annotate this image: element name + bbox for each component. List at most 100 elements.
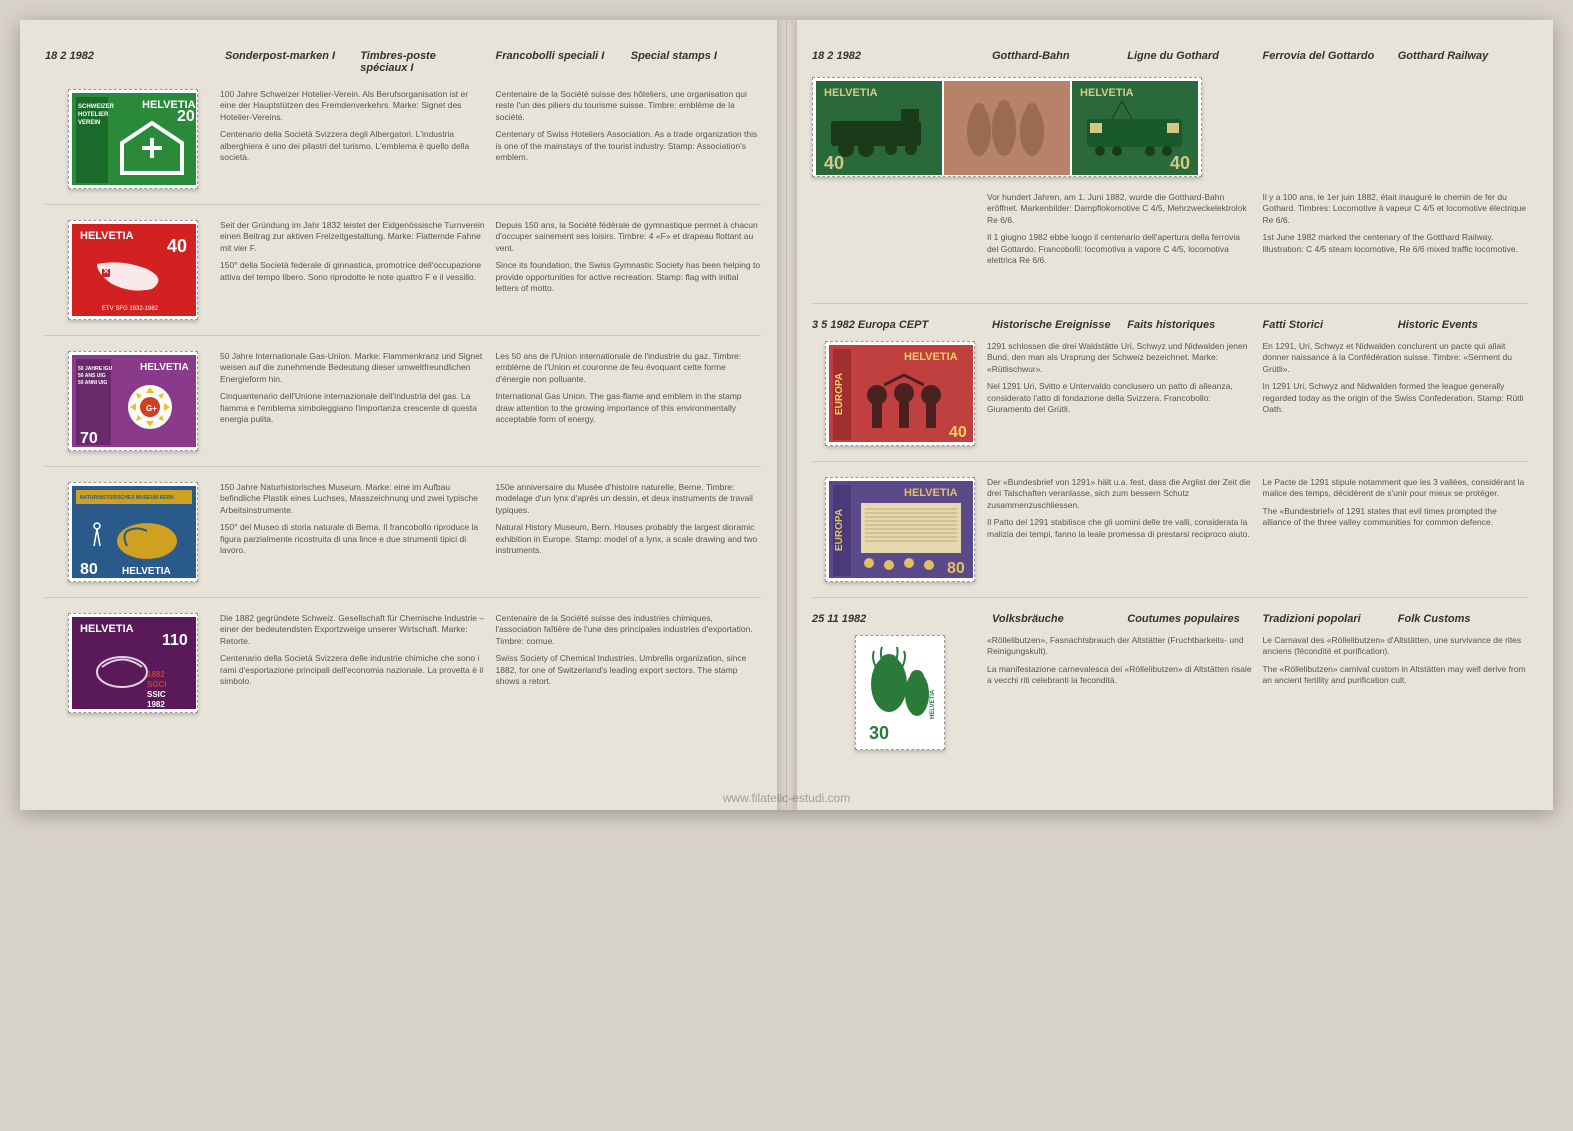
text-col-1: 150 Jahre Naturhistorisches Museum. Mark… — [220, 482, 486, 582]
stamp-cell: 30 HELVETIA — [812, 635, 987, 750]
text: En 1291, Uri, Schwyz et Nidwalden conclu… — [1263, 341, 1529, 375]
text: Centenaire de la Société suisse des hôte… — [496, 89, 762, 123]
spacer — [812, 192, 987, 273]
cept-date: 3 5 1982 Europa CEPT — [812, 319, 987, 331]
text: Centenaire de la Société suisse des indu… — [496, 613, 762, 647]
stamp-museum-icon: NATURHISTORISCHES MUSEUM BERN 80 HELVETI… — [72, 486, 196, 578]
svg-text:HELVETIA: HELVETIA — [122, 566, 171, 577]
stamp-gotthard-triptych: HELVETIA 40 — [812, 77, 1202, 177]
svg-text:HELVETIA: HELVETIA — [904, 351, 958, 363]
text-col-2: Le Carnaval des «Röllelibutzen» d'Altstä… — [1263, 635, 1529, 750]
text: Natural History Museum, Bern. Houses pro… — [496, 522, 762, 556]
stamp-cell: HELVETIA 110 1882 SGCI SSIC 1982 — [45, 613, 220, 713]
stamp-cell: SCHWEIZER HOTELIER VEREIN HELVETIA 20 — [45, 89, 220, 189]
h: Volksbräuche — [987, 613, 1122, 625]
text-cols: 150 Jahre Naturhistorisches Museum. Mark… — [220, 482, 761, 582]
stamp-row-2: HELVETIA 40 ETV SFG 1832-1982 Seit der G… — [45, 220, 761, 336]
text-col-1: Vor hundert Jahren, am 1. Juni 1882, wur… — [987, 192, 1253, 273]
text-col-1: Die 1882 gegründete Schweiz. Gesellschaf… — [220, 613, 486, 713]
svg-text:1982: 1982 — [147, 700, 165, 709]
text: Depuis 150 ans, la Société fédérale de g… — [496, 220, 762, 254]
h: Historische Ereignisse — [987, 319, 1122, 331]
gotthard-relief-icon — [944, 81, 1070, 175]
text-col-2: Le Pacte de 1291 stipule notamment que l… — [1263, 477, 1529, 582]
svg-text:30: 30 — [869, 723, 889, 743]
svg-text:40: 40 — [167, 236, 187, 256]
text-cols: Die 1882 gegründete Schweiz. Gesellschaf… — [220, 613, 761, 713]
stamp-cell: EUROPA HELVETIA — [812, 477, 987, 582]
text: 1291 schlossen die drei Waldstätte Uri, … — [987, 341, 1253, 375]
h: Fatti Storici — [1258, 319, 1393, 331]
stamp-hotelier-icon: SCHWEIZER HOTELIER VEREIN HELVETIA 20 — [72, 93, 196, 185]
europa-row-2: EUROPA HELVETIA — [812, 477, 1528, 598]
h: Faits historiques — [1122, 319, 1257, 331]
svg-text:80: 80 — [947, 560, 965, 577]
stamp-gymnastic-icon: HELVETIA 40 ETV SFG 1832-1982 — [72, 224, 196, 316]
text-col-1: 50 Jahre Internationale Gas-Union. Marke… — [220, 351, 486, 451]
booklet-spine — [777, 20, 797, 810]
gotthard-steam-icon: HELVETIA 40 — [816, 81, 942, 175]
stamp-gymnastic: HELVETIA 40 ETV SFG 1832-1982 — [68, 220, 198, 320]
gotthard-stamp-cell: HELVETIA 40 — [812, 77, 1528, 177]
svg-text:G+: G+ — [146, 404, 157, 413]
text-cols: Vor hundert Jahren, am 1. Juni 1882, wur… — [987, 192, 1528, 273]
h: Historic Events — [1393, 319, 1528, 331]
left-page: 18 2 1982 Sonderpost-marken I Timbres-po… — [20, 20, 787, 810]
stamp-gas-icon: 50 JAHRE IGU 50 ANS UIG 50 ANNI UIG HELV… — [72, 355, 196, 447]
text-col-2: Les 50 ans de l'Union internationale de … — [496, 351, 762, 451]
stamp-row-3: 50 JAHRE IGU 50 ANS UIG 50 ANNI UIG HELV… — [45, 351, 761, 467]
text: Die 1882 gegründete Schweiz. Gesellschaf… — [220, 613, 486, 647]
right-page: 18 2 1982 Gotthard-Bahn Ligne du Gothard… — [787, 20, 1553, 810]
europa-row-1: EUROPA HELVETIA 40 1291 schlosse — [812, 341, 1528, 462]
text: International Gas Union. The gas-flame a… — [496, 391, 762, 425]
text: 150e anniversaire du Musée d'histoire na… — [496, 482, 762, 516]
svg-text:VEREIN: VEREIN — [78, 120, 100, 126]
svg-text:HELVETIA: HELVETIA — [930, 689, 936, 719]
cept-header: 3 5 1982 Europa CEPT Historische Ereigni… — [812, 319, 1528, 331]
stamp-ruetli: EUROPA HELVETIA 40 — [825, 341, 975, 446]
svg-text:NATURHISTORISCHES MUSEUM BERN: NATURHISTORISCHES MUSEUM BERN — [80, 495, 174, 501]
text: 150° del Museo di storia naturale di Ber… — [220, 522, 486, 556]
stamp-row-5: HELVETIA 110 1882 SGCI SSIC 1982 Die 188… — [45, 613, 761, 728]
svg-text:SGCI: SGCI — [147, 680, 167, 689]
svg-text:40: 40 — [1170, 153, 1190, 173]
text: Seit der Gründung im Jahr 1832 leistet d… — [220, 220, 486, 254]
text: «Röllelibutzen», Fasnachtsbrauch der Alt… — [987, 635, 1253, 658]
text: Centenario della Società Svizzera delle … — [220, 653, 486, 687]
text: Vor hundert Jahren, am 1. Juni 1882, wur… — [987, 192, 1253, 226]
svg-text:HOTELIER: HOTELIER — [78, 112, 109, 118]
svg-text:ETV SFG 1832-1982: ETV SFG 1832-1982 — [102, 306, 159, 312]
stamp-cell: HELVETIA 40 ETV SFG 1832-1982 — [45, 220, 220, 320]
stamp-folk-icon: 30 HELVETIA — [859, 639, 943, 746]
text: Centenario della Società Svizzera degli … — [220, 129, 486, 163]
svg-text:SSIC: SSIC — [147, 690, 166, 699]
left-h4: Special stamps I — [626, 50, 761, 74]
left-h2: Timbres-poste spéciaux I — [355, 50, 490, 74]
h: Tradizioni popolari — [1258, 613, 1393, 625]
text: Swiss Society of Chemical Industries. Um… — [496, 653, 762, 687]
folk-row: 30 HELVETIA «Röllelibutzen», Fasnachtsbr… — [812, 635, 1528, 765]
stamp-row-1: SCHWEIZER HOTELIER VEREIN HELVETIA 20 10… — [45, 89, 761, 205]
text-cols: Seit der Gründung im Jahr 1832 leistet d… — [220, 220, 761, 320]
svg-text:HELVETIA: HELVETIA — [80, 230, 134, 242]
text-col-1: Der «Bundesbrief von 1291» hält u.a. fes… — [987, 477, 1253, 582]
h: Gotthard Railway — [1393, 50, 1528, 62]
text: Since its foundation, the Swiss Gymnasti… — [496, 260, 762, 294]
left-header: 18 2 1982 Sonderpost-marken I Timbres-po… — [45, 50, 761, 74]
gotthard-date: 18 2 1982 — [812, 50, 987, 62]
text: Nel 1291 Uri, Svitto e Untervaldo conclu… — [987, 381, 1253, 415]
svg-text:80: 80 — [80, 561, 98, 578]
svg-text:SCHWEIZER: SCHWEIZER — [78, 104, 115, 110]
text-col-2: 150e anniversaire du Musée d'histoire na… — [496, 482, 762, 582]
text-col-1: 1291 schlossen die drei Waldstätte Uri, … — [987, 341, 1253, 446]
stamp-row-4: NATURHISTORISCHES MUSEUM BERN 80 HELVETI… — [45, 482, 761, 598]
text: Il y a 100 ans, le 1er juin 1882, était … — [1263, 192, 1529, 226]
stamp-bundesbrief: EUROPA HELVETIA — [825, 477, 975, 582]
stamp-booklet: 18 2 1982 Sonderpost-marken I Timbres-po… — [20, 20, 1553, 810]
text: 1st June 1982 marked the centenary of th… — [1263, 232, 1529, 255]
text-col-2: Centenaire de la Société suisse des hôte… — [496, 89, 762, 189]
gotthard-header: 18 2 1982 Gotthard-Bahn Ligne du Gothard… — [812, 50, 1528, 62]
svg-text:HELVETIA: HELVETIA — [824, 87, 878, 99]
gotthard-electric-icon: HELVETIA 40 — [1072, 81, 1198, 175]
text: Il Patto del 1291 stabilisce che gli uom… — [987, 517, 1253, 540]
